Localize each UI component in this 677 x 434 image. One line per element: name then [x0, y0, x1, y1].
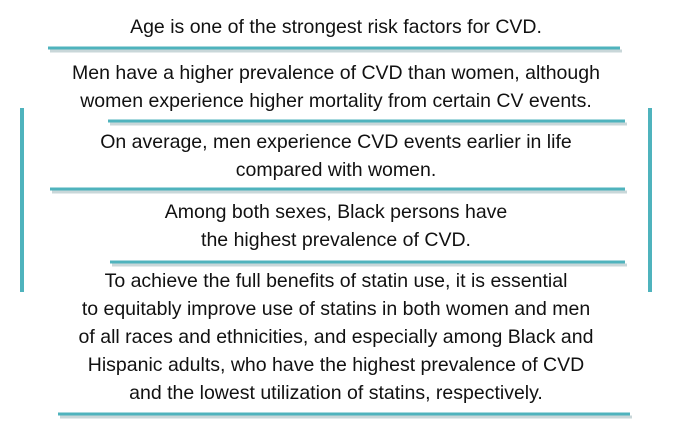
text-line: women experience higher mortality from c…: [79, 90, 592, 112]
text-line: Men have a higher prevalence of CVD than…: [72, 62, 600, 84]
text-line: On average, men experience CVD events ea…: [100, 131, 572, 153]
text-line: Age is one of the strongest risk factors…: [130, 16, 542, 38]
text-line: compared with women.: [236, 159, 437, 181]
text-line: Hispanic adults, who have the highest pr…: [88, 354, 584, 376]
text-line: the highest prevalence of CVD.: [201, 229, 471, 251]
text-line: and the lowest utilization of statins, r…: [129, 382, 543, 404]
text-line: To achieve the full benefits of statin u…: [105, 270, 568, 292]
text-line: Among both sexes, Black persons have: [165, 201, 508, 223]
text-line: of all races and ethnicities, and especi…: [79, 326, 594, 348]
text-line: to equitably improve use of statins in b…: [82, 298, 590, 320]
